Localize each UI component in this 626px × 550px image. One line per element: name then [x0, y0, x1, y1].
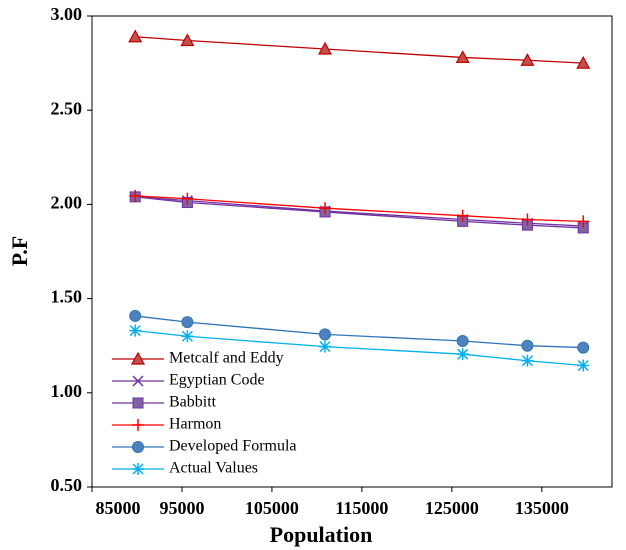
marker — [521, 354, 534, 367]
marker — [128, 29, 143, 43]
plot-frame — [91, 15, 613, 488]
marker-shape — [521, 354, 534, 367]
marker — [576, 55, 591, 69]
series-line — [135, 196, 584, 227]
marker-shape — [317, 41, 333, 55]
marker-shape — [521, 339, 534, 352]
marker — [181, 192, 194, 205]
legend-label: Harmon — [169, 416, 221, 433]
marker-shape — [577, 215, 590, 228]
series-line — [135, 315, 584, 349]
marker-shape — [455, 50, 470, 64]
marker-shape — [520, 53, 535, 66]
x-tick-label: 125000 — [425, 498, 479, 518]
marker-shape — [132, 419, 144, 431]
legend-label: Actual Values — [169, 460, 258, 477]
marker — [577, 341, 590, 354]
marker-shape — [128, 29, 143, 43]
series-line — [135, 36, 584, 64]
marker-shape — [181, 192, 194, 205]
marker — [520, 53, 535, 66]
marker — [319, 202, 332, 215]
marker-shape — [132, 441, 144, 453]
y-axis-label: P.F — [7, 236, 32, 266]
x-tick-label: 95000 — [159, 498, 204, 518]
marker — [455, 50, 470, 64]
marker — [319, 340, 332, 353]
marker-shape — [456, 334, 469, 347]
marker-shape — [319, 340, 332, 353]
marker — [132, 375, 144, 387]
legend-label: Babbitt — [169, 394, 217, 411]
marker-shape — [180, 33, 195, 47]
marker — [521, 339, 534, 352]
marker-shape — [129, 189, 142, 202]
y-tick-label: 1.00 — [51, 381, 83, 401]
marker-shape — [576, 55, 591, 69]
marker — [456, 348, 469, 361]
marker — [181, 330, 194, 343]
marker — [129, 189, 142, 202]
marker — [132, 419, 144, 431]
marker-shape — [129, 324, 142, 337]
marker — [180, 33, 195, 47]
marker — [181, 316, 194, 329]
marker — [577, 215, 590, 228]
marker-shape — [130, 351, 146, 365]
y-tick-label: 2.50 — [51, 98, 83, 118]
marker-shape — [132, 375, 144, 387]
marker — [132, 441, 144, 453]
marker — [456, 209, 469, 222]
series-line — [135, 329, 584, 367]
series-line — [135, 195, 584, 223]
marker — [577, 359, 590, 372]
marker-shape — [319, 202, 332, 215]
marker — [129, 324, 142, 337]
marker-shape — [456, 209, 469, 222]
x-axis-label: Population — [270, 522, 373, 547]
x-tick-label: 135000 — [515, 498, 569, 518]
marker — [132, 397, 144, 409]
marker-shape — [577, 341, 590, 354]
y-tick-label: 3.00 — [51, 4, 83, 24]
marker — [132, 463, 144, 475]
marker-shape — [132, 397, 144, 409]
marker — [456, 334, 469, 347]
marker — [317, 41, 333, 55]
marker-shape — [456, 348, 469, 361]
marker-shape — [129, 309, 142, 322]
legend-label: Developed Formula — [169, 438, 297, 455]
y-tick-label: 0.50 — [51, 475, 83, 495]
marker-shape — [319, 328, 332, 341]
marker-shape — [132, 463, 144, 475]
marker — [521, 213, 534, 226]
y-tick-label: 1.50 — [51, 287, 83, 307]
legend-label: Metcalf and Eddy — [169, 350, 284, 367]
marker-shape — [181, 316, 194, 329]
marker-shape — [181, 330, 194, 343]
x-tick-label: 115000 — [335, 498, 388, 518]
series-line — [135, 196, 584, 229]
marker-shape — [521, 213, 534, 226]
marker — [130, 351, 146, 365]
marker-shape — [577, 359, 590, 372]
marker — [319, 328, 332, 341]
y-tick-label: 2.00 — [51, 193, 83, 213]
marker — [129, 309, 142, 322]
x-tick-label: 85000 — [96, 498, 141, 518]
legend-label: Egyptian Code — [169, 372, 265, 389]
x-tick-label: 105000 — [245, 498, 299, 518]
